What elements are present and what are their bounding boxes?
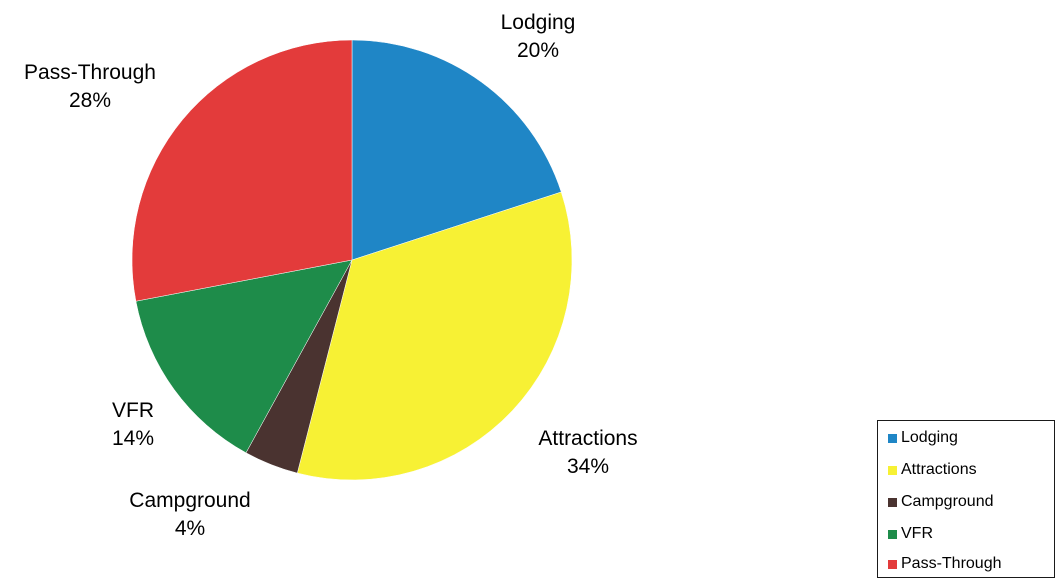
legend-label-pass-through: Pass-Through xyxy=(901,555,1002,572)
legend-swatch-vfr xyxy=(888,529,897,539)
legend-label-vfr: VFR xyxy=(901,525,933,542)
pie-slice-lodging xyxy=(351,39,562,261)
slice-value-campground: 4% xyxy=(175,517,205,540)
pie-slices xyxy=(131,39,573,481)
legend-item-lodging: Lodging xyxy=(888,427,958,449)
pie-slice-vfr xyxy=(135,259,353,454)
legend-swatch-attractions xyxy=(888,465,897,475)
legend-swatch-lodging xyxy=(888,433,897,443)
slice-value-attractions: 34% xyxy=(567,455,609,478)
pie-slice-pass-through xyxy=(131,39,353,302)
legend-label-attractions: Attractions xyxy=(901,461,977,478)
slice-value-pass-through: 28% xyxy=(69,89,111,112)
legend-label-campground: Campground xyxy=(901,493,994,510)
slice-label-campground: Campground xyxy=(129,489,250,512)
legend-label-lodging: Lodging xyxy=(901,429,958,446)
legend-swatch-campground xyxy=(888,497,897,507)
legend-swatch-pass-through xyxy=(888,559,897,569)
legend-item-attractions: Attractions xyxy=(888,459,977,481)
legend-item-campground: Campground xyxy=(888,491,994,513)
pie-slice-attractions xyxy=(296,191,573,481)
chart-legend: Lodging Attractions Campground VFR Pass-… xyxy=(877,420,1055,578)
slice-value-vfr: 14% xyxy=(112,427,154,450)
legend-item-pass-through: Pass-Through xyxy=(888,553,1002,575)
legend-item-vfr: VFR xyxy=(888,523,933,545)
slice-label-vfr: VFR xyxy=(112,399,154,422)
slice-label-pass-through: Pass-Through xyxy=(24,61,156,84)
slice-label-attractions: Attractions xyxy=(538,427,637,450)
slice-value-lodging: 20% xyxy=(517,39,559,62)
slice-label-lodging: Lodging xyxy=(501,11,576,34)
